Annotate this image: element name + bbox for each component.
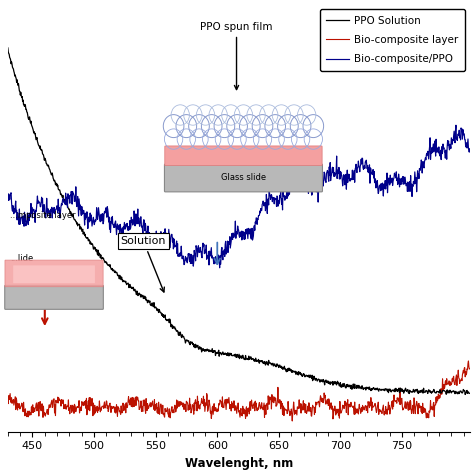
Bio-composite/PPO — [453, 122, 459, 128]
Bio-composite/PPO — [217, 265, 222, 271]
PPO Solution — [467, 391, 473, 396]
Text: ...mposite layer: ...mposite layer — [10, 211, 76, 220]
PPO Solution — [52, 178, 58, 184]
Line: PPO Solution: PPO Solution — [8, 48, 470, 394]
Bio-composite layer — [192, 408, 198, 413]
X-axis label: Wavelenght, nm: Wavelenght, nm — [185, 457, 293, 470]
Bio-composite layer — [5, 394, 11, 400]
Bio-composite layer — [465, 358, 471, 364]
Bio-composite/PPO — [374, 184, 380, 190]
Bio-composite/PPO — [467, 146, 473, 151]
Bio-composite layer — [290, 418, 295, 424]
Text: Solution: Solution — [120, 236, 166, 292]
Bio-composite layer — [366, 401, 372, 407]
Bio-composite/PPO — [323, 178, 328, 184]
Text: PPO spun film: PPO spun film — [201, 22, 273, 90]
PPO Solution — [365, 384, 371, 390]
Bio-composite/PPO — [52, 209, 58, 215]
Line: Bio-composite layer: Bio-composite layer — [8, 361, 470, 421]
Bio-composite layer — [209, 416, 214, 421]
Bio-composite layer — [467, 366, 473, 372]
Bio-composite/PPO — [192, 251, 198, 257]
Bio-composite/PPO — [366, 165, 372, 171]
PPO Solution — [462, 392, 468, 397]
Bio-composite layer — [323, 401, 328, 407]
PPO Solution — [209, 349, 214, 355]
Bio-composite layer — [52, 402, 58, 408]
Bio-composite/PPO — [209, 245, 214, 250]
Legend: PPO Solution, Bio-composite layer, Bio-composite/PPO: PPO Solution, Bio-composite layer, Bio-c… — [320, 9, 465, 71]
Text: ...lide: ...lide — [10, 254, 33, 263]
Line: Bio-composite/PPO: Bio-composite/PPO — [8, 125, 470, 268]
Bio-composite/PPO — [5, 193, 11, 199]
Bio-composite layer — [374, 408, 380, 414]
PPO Solution — [192, 342, 198, 348]
PPO Solution — [322, 378, 328, 384]
PPO Solution — [5, 45, 11, 51]
PPO Solution — [374, 386, 379, 392]
